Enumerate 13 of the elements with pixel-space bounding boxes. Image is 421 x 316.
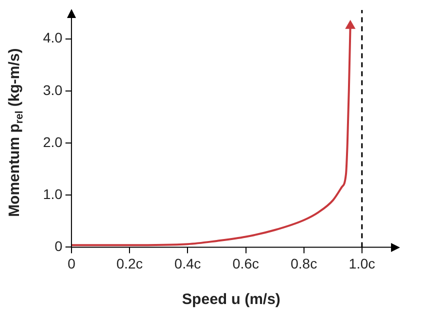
x-axis-title: Speed u (m/s) [182, 291, 280, 308]
y-tick-label: 0 [54, 238, 63, 254]
y-tick-label: 2.0 [42, 134, 63, 150]
y-tick-label: 4.0 [42, 30, 63, 46]
x-tick-label: 0 [68, 255, 76, 272]
x-tick-label: 1.0c [348, 255, 376, 272]
x-tick-label: 0.8c [290, 255, 318, 272]
y-tick-label: 3.0 [42, 82, 63, 98]
y-tick-label: 1.0 [42, 186, 63, 202]
x-tick-label: 0.2c [116, 255, 143, 272]
x-tick-label: 0.6c [232, 255, 259, 272]
y-axis-title: Momentum prel (kg-m/s) [6, 48, 26, 217]
x-tick-label: 0.4c [174, 255, 201, 272]
